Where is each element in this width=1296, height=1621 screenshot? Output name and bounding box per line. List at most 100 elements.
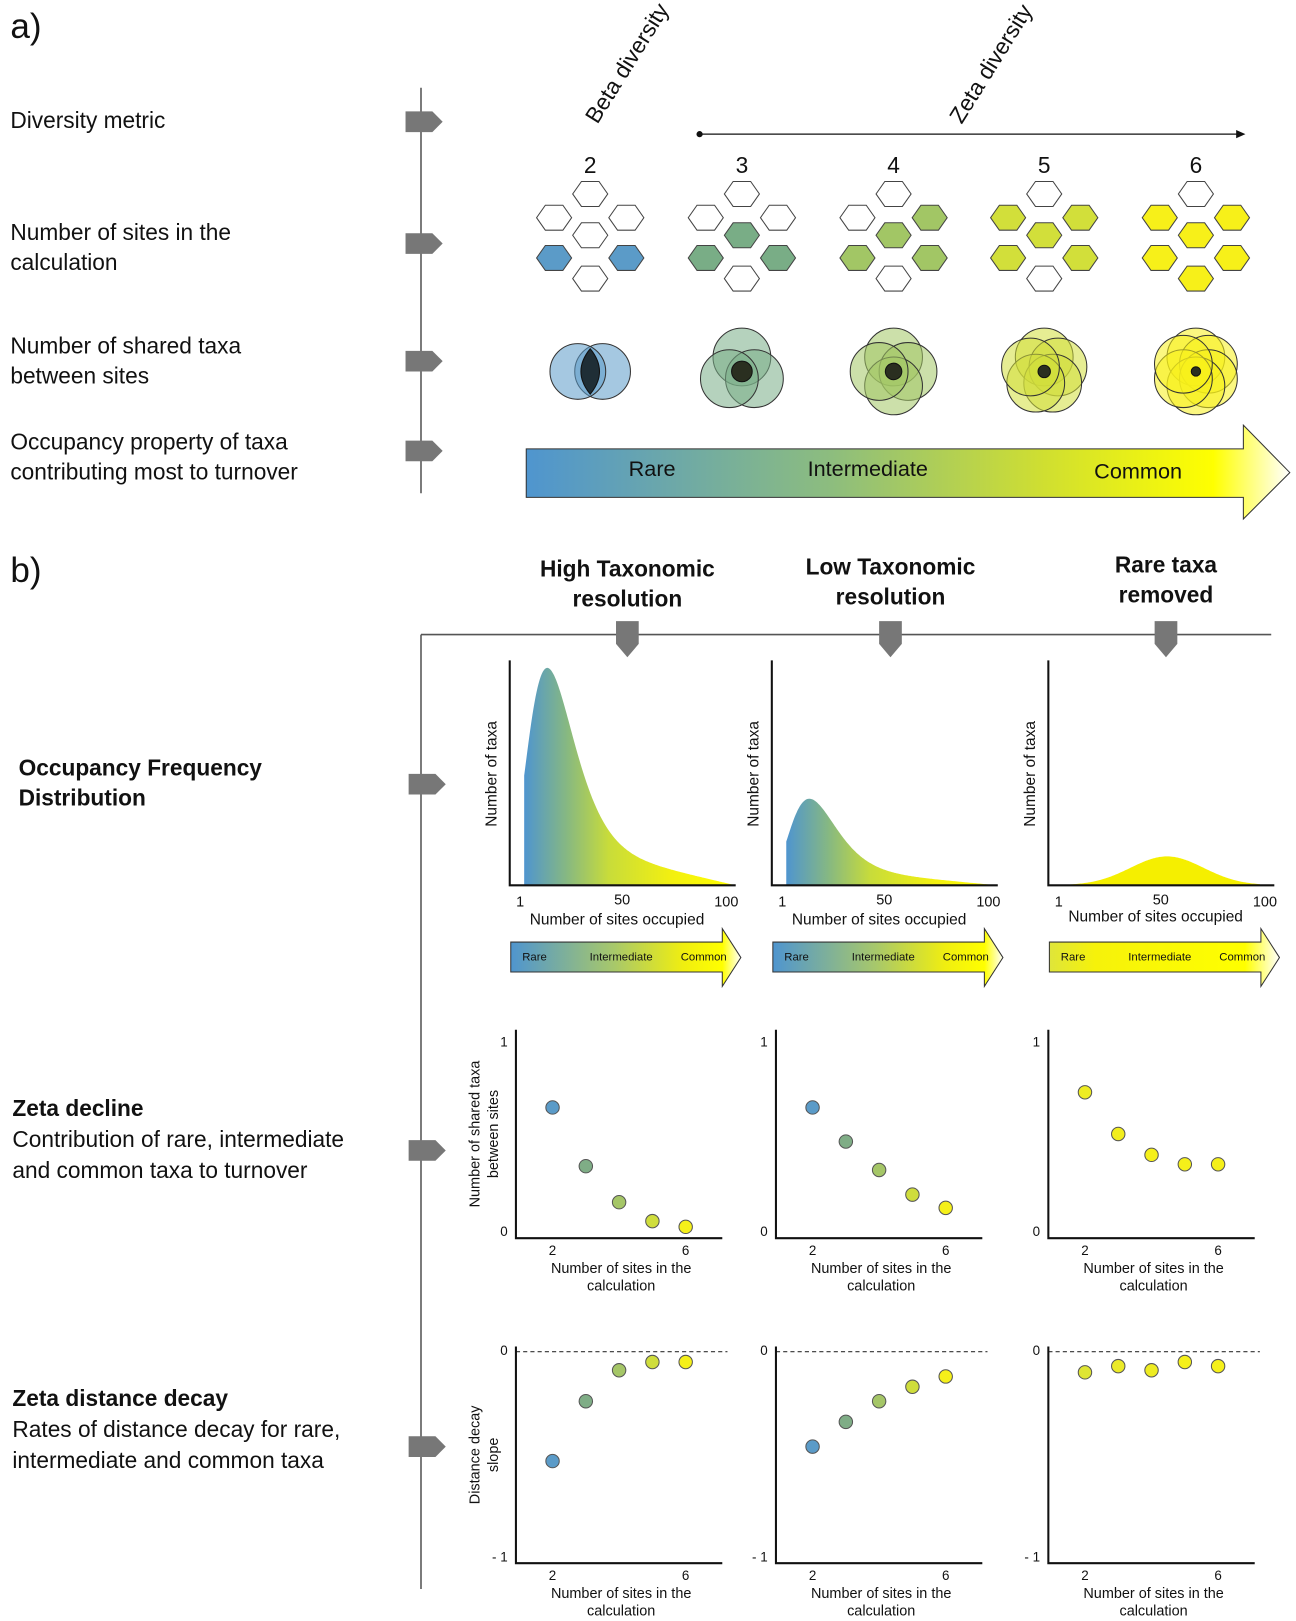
x-axis-title: calculation — [587, 1604, 655, 1620]
axis — [1048, 660, 1274, 885]
x-tick-label: 1 — [516, 895, 524, 911]
site-hexagon — [760, 205, 795, 230]
site-hexagon — [1142, 245, 1177, 270]
panel-label: a) — [10, 7, 41, 46]
row-marker — [406, 233, 443, 254]
site-hexagon — [760, 245, 795, 270]
y-tick-label: 0 — [500, 1224, 507, 1239]
gradient-label: Rare — [1061, 952, 1086, 964]
x-tick-label: 100 — [714, 895, 738, 911]
row-marker — [409, 1140, 446, 1161]
x-tick-label: 50 — [614, 893, 630, 909]
x-tick-label: 6 — [682, 1568, 689, 1583]
venn-overlap — [1038, 365, 1050, 377]
site-hexagon — [1214, 205, 1249, 230]
y-tick-label: - 1 — [1024, 1550, 1040, 1565]
data-point — [906, 1380, 919, 1393]
gradient-label: Intermediate — [1128, 952, 1191, 964]
row-title: Distribution — [19, 785, 146, 811]
venn-overlap — [732, 361, 753, 382]
x-axis-title: calculation — [587, 1279, 655, 1295]
site-hexagon — [1027, 181, 1062, 206]
y-tick-label: 0 — [760, 1224, 767, 1239]
x-tick-label: 1 — [1055, 895, 1063, 911]
column-marker — [879, 621, 902, 657]
data-point — [679, 1355, 692, 1368]
y-tick-label: 0 — [1033, 1343, 1040, 1358]
x-axis-title: calculation — [847, 1279, 915, 1295]
row-subtitle: Rates of distance decay for rare, — [12, 1416, 340, 1442]
row-label: Occupancy property of taxa — [10, 429, 288, 455]
x-axis-title: calculation — [847, 1604, 915, 1620]
data-point — [839, 1135, 852, 1148]
y-tick-label: 1 — [500, 1035, 507, 1050]
x-tick-label: 6 — [682, 1243, 689, 1258]
axis — [516, 1347, 722, 1564]
site-hexagon — [1142, 205, 1177, 230]
gradient-label: Rare — [629, 456, 676, 481]
row-marker — [409, 1436, 446, 1457]
gradient-label: Common — [1219, 952, 1265, 964]
site-hexagon — [840, 245, 875, 270]
row-subtitle: and common taxa to turnover — [12, 1157, 308, 1183]
site-hexagon — [609, 245, 644, 270]
site-hexagon — [912, 205, 947, 230]
distribution-curve — [786, 799, 998, 886]
site-count: 4 — [887, 152, 900, 178]
data-point — [1211, 1158, 1224, 1171]
column-header: High Taxonomic — [540, 556, 715, 582]
y-tick-label: 1 — [760, 1035, 767, 1050]
site-hexagon — [609, 205, 644, 230]
y-tick-label: - 1 — [752, 1550, 768, 1565]
site-hexagon — [1214, 245, 1249, 270]
axis — [1048, 1347, 1254, 1564]
x-tick-label: 2 — [809, 1243, 816, 1258]
x-tick-label: 6 — [1214, 1243, 1221, 1258]
row-marker — [406, 111, 443, 132]
x-axis-title: Number of sites occupied — [530, 911, 705, 928]
site-hexagon — [537, 245, 572, 270]
gradient-label: Common — [681, 952, 727, 964]
row-label: between sites — [10, 363, 149, 389]
column-header: Rare taxa — [1115, 551, 1218, 577]
y-tick-label: 0 — [760, 1343, 767, 1358]
row-label: calculation — [10, 249, 117, 275]
y-axis-title: between sites — [486, 1090, 502, 1178]
site-hexagon — [1027, 223, 1062, 248]
x-tick-label: 2 — [549, 1568, 556, 1583]
data-point — [1145, 1364, 1158, 1377]
data-point — [1145, 1148, 1158, 1161]
data-point — [1078, 1366, 1091, 1379]
x-axis-title: Number of sites in the — [1083, 1586, 1223, 1602]
panel-label: b) — [10, 551, 41, 590]
data-point — [646, 1214, 659, 1227]
row-label: Number of sites in the — [10, 219, 231, 245]
data-point — [1112, 1359, 1125, 1372]
data-point — [939, 1201, 952, 1214]
data-point — [612, 1195, 625, 1208]
site-hexagon — [912, 245, 947, 270]
data-point — [1112, 1127, 1125, 1140]
gradient-label: Intermediate — [808, 456, 928, 481]
row-marker — [406, 351, 443, 372]
data-point — [579, 1159, 592, 1172]
gradient-label: Intermediate — [852, 952, 915, 964]
data-point — [679, 1220, 692, 1233]
site-hexagon — [724, 266, 759, 291]
zeta-arrow-start — [696, 131, 702, 137]
site-hexagon — [876, 266, 911, 291]
row-subtitle: intermediate and common taxa — [12, 1447, 324, 1473]
row-marker — [406, 441, 443, 462]
page: { "panel_a": { "label": "a)", "row_label… — [0, 0, 1296, 1621]
column-header: resolution — [573, 586, 683, 612]
data-point — [806, 1440, 819, 1453]
row-marker — [409, 774, 446, 795]
data-point — [939, 1370, 952, 1383]
site-hexagon — [573, 181, 608, 206]
gradient-label: Common — [943, 952, 989, 964]
site-hexagon — [724, 181, 759, 206]
y-axis-title: Number of taxa — [1022, 721, 1039, 827]
site-hexagon — [1027, 266, 1062, 291]
y-tick-label: - 1 — [492, 1550, 508, 1565]
x-tick-label: 2 — [1081, 1568, 1088, 1583]
